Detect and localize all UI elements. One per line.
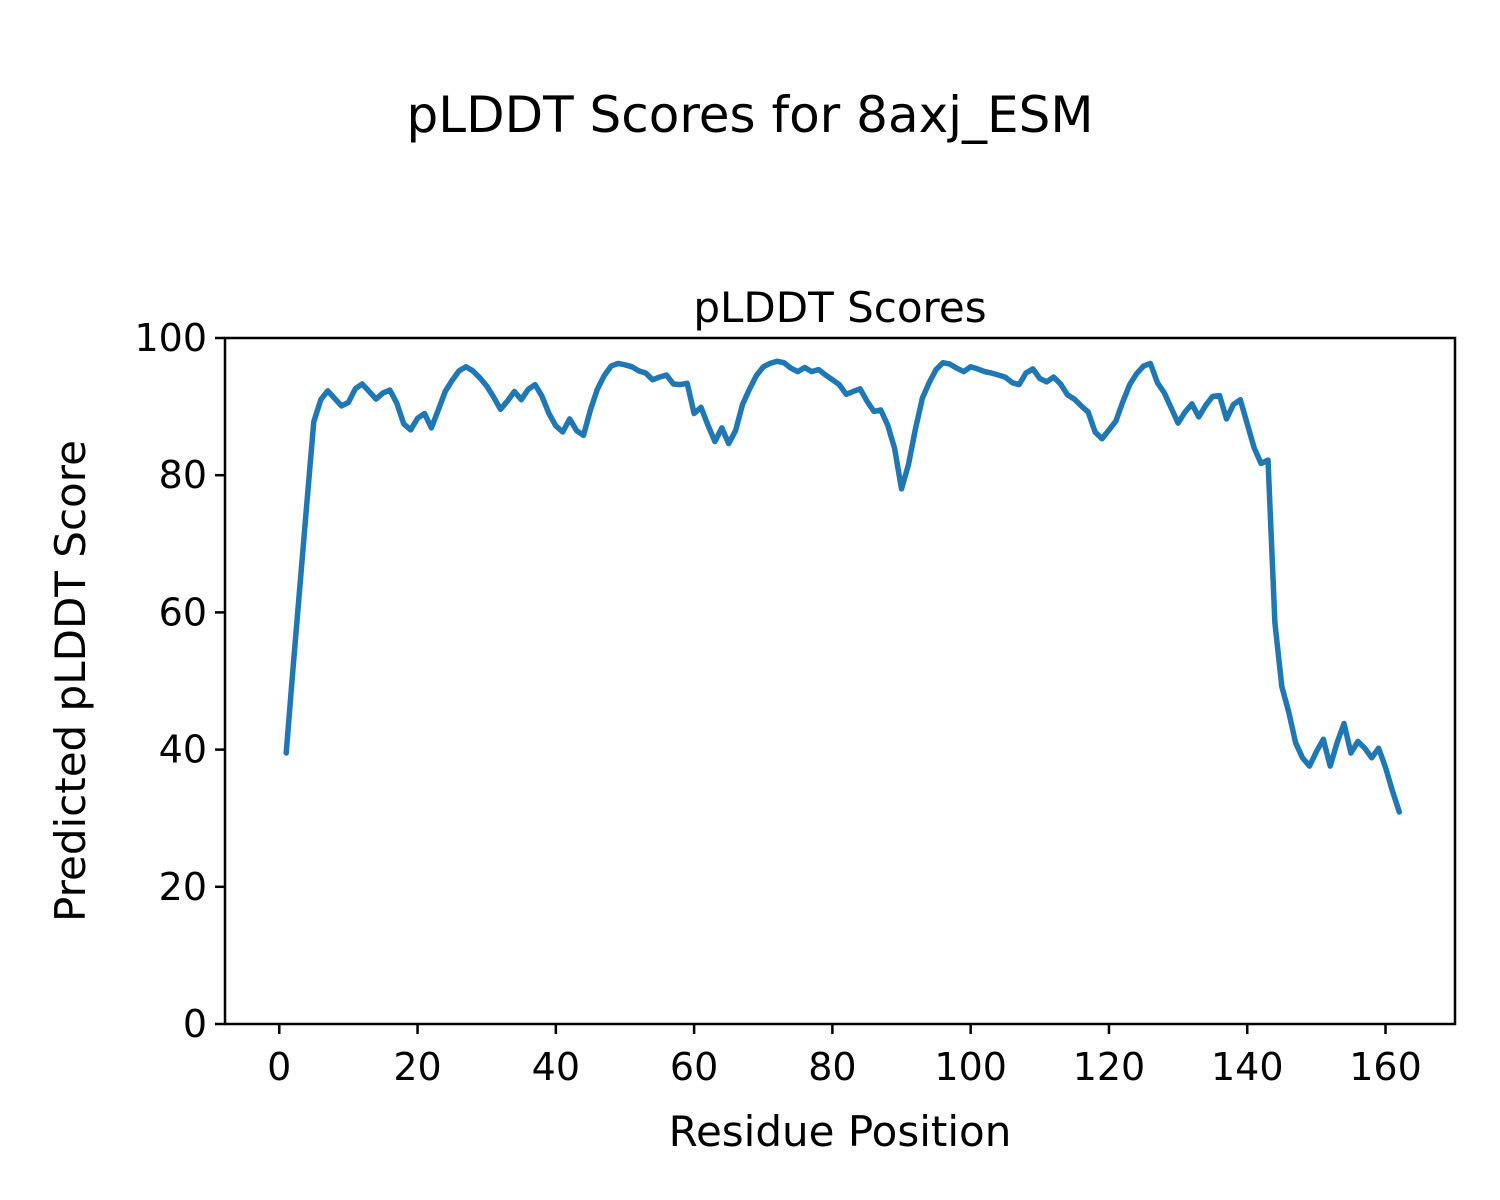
y-tick-label: 100 [134,316,207,360]
y-tick-label: 20 [159,865,207,909]
x-tick-label: 120 [1073,1045,1146,1089]
x-axis-label: Residue Position [669,1107,1012,1156]
x-tick-label: 100 [934,1045,1007,1089]
x-tick-label: 20 [393,1045,441,1089]
x-tick-label: 160 [1349,1045,1422,1089]
axes-box [223,336,1457,1026]
axes-title: pLDDT Scores [693,283,986,332]
x-tick-label: 140 [1211,1045,1284,1089]
y-axis-ticks: 0 20 40 60 80 100 [134,316,225,1046]
y-axis-label: Predicted pLDDT Score [46,440,95,922]
y-tick-label: 40 [159,728,207,772]
y-tick-label: 80 [159,453,207,497]
figure-title: pLDDT Scores for 8axj_ESM [406,86,1093,144]
x-axis-ticks: 0 20 40 60 80 100 120 140 160 [267,1024,1422,1089]
plddt-line-series [283,358,1403,815]
y-tick-label: 0 [183,1002,207,1046]
x-tick-label: 80 [808,1045,856,1089]
y-tick-label: 60 [159,590,207,634]
x-tick-label: 0 [267,1045,291,1089]
x-tick-label: 60 [670,1045,718,1089]
x-tick-label: 40 [532,1045,580,1089]
